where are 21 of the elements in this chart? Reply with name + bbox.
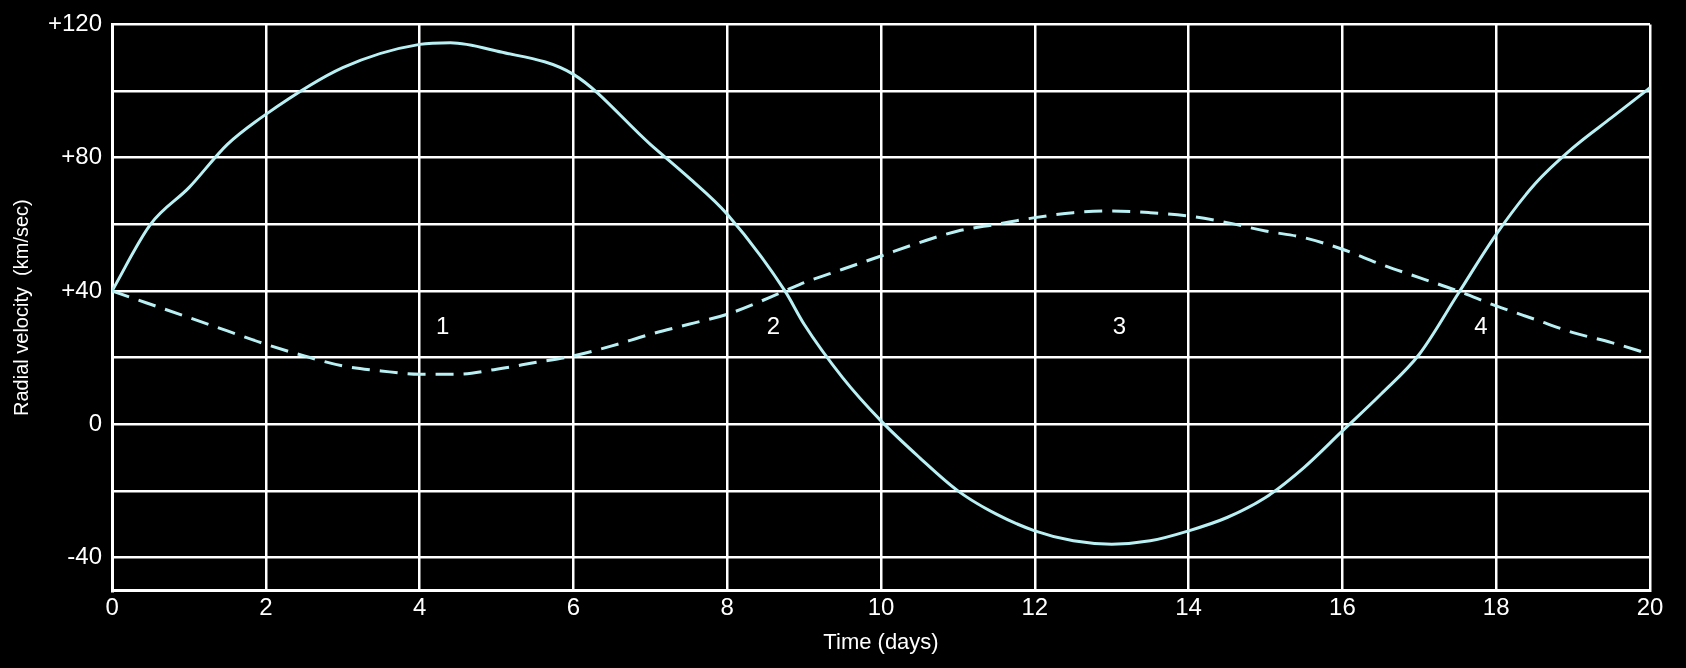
y-tick-label: +80 — [61, 142, 103, 170]
y-axis-title: Radial velocity (km/sec) — [9, 199, 32, 416]
x-tick-label: 14 — [1175, 592, 1202, 620]
x-tick-label: 16 — [1329, 592, 1356, 620]
annotation: 2 — [766, 312, 781, 340]
x-axis-title: Time (days) — [823, 628, 939, 654]
x-tick-label: 12 — [1021, 592, 1049, 620]
annotation: 4 — [1474, 312, 1488, 340]
x-tick-label: 18 — [1482, 592, 1510, 620]
x-tick-label: 6 — [566, 592, 581, 620]
y-tick-label: 0 — [88, 408, 103, 436]
annotation: 3 — [1112, 312, 1127, 340]
x-tick-label: 2 — [259, 592, 273, 620]
x-tick-label: 10 — [867, 592, 895, 620]
y-tick-label: +120 — [48, 9, 103, 37]
y-tick-label: -40 — [67, 542, 103, 570]
annotation: 1 — [436, 312, 450, 340]
x-tick-label: 8 — [720, 592, 734, 620]
x-tick-label: 4 — [412, 592, 427, 620]
x-tick-label: 20 — [1636, 592, 1664, 620]
y-tick-label: +40 — [61, 275, 103, 303]
